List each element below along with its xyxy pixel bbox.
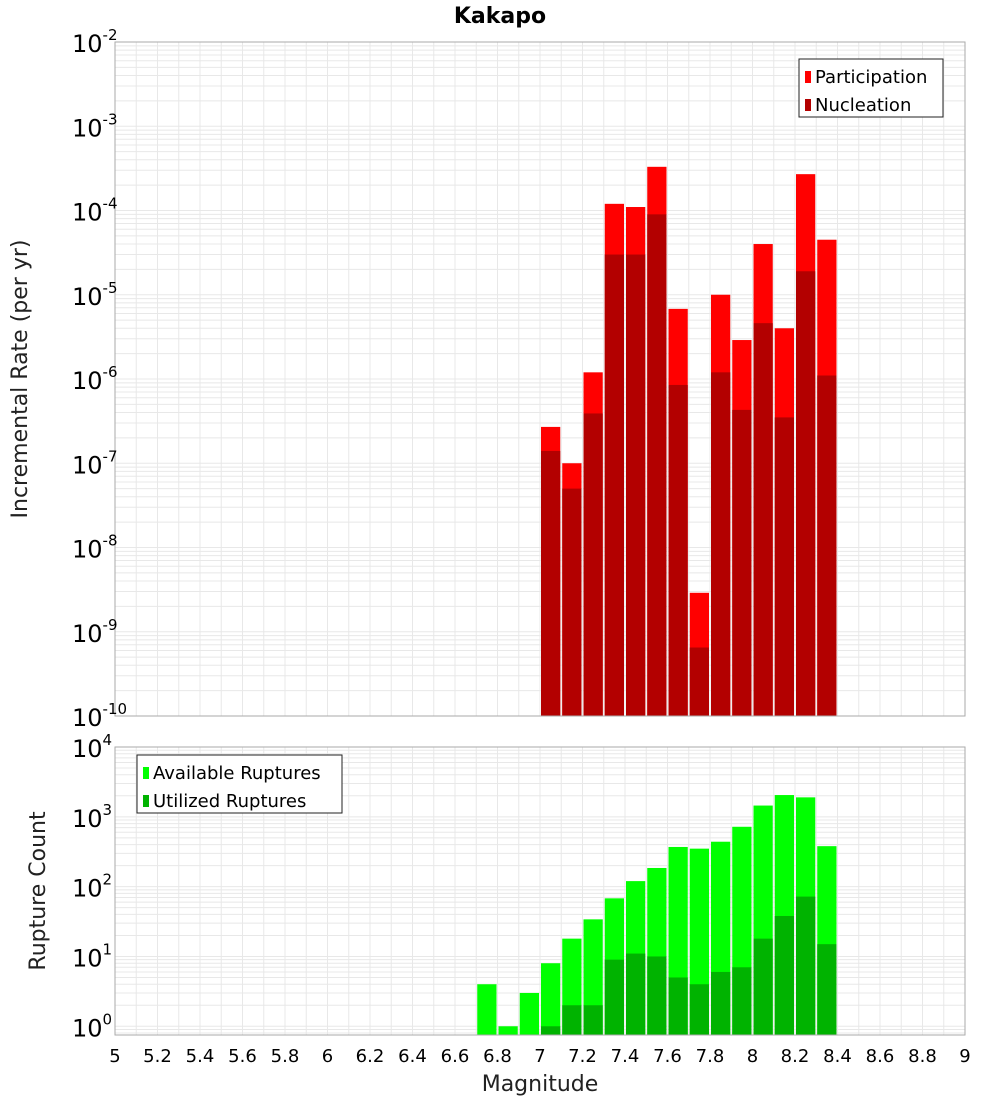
bar-nucleation bbox=[541, 450, 561, 716]
x-tick-label: 6.4 bbox=[398, 1046, 427, 1067]
y-tick-label: 10-8 bbox=[72, 532, 118, 564]
bar-nucleation bbox=[626, 254, 646, 716]
bar-nucleation bbox=[753, 323, 773, 716]
bar-utilized-ruptures bbox=[774, 915, 794, 1035]
bar-utilized-ruptures bbox=[711, 971, 731, 1035]
top-plot-frame bbox=[114, 41, 966, 717]
chart-title: Kakapo bbox=[454, 4, 546, 29]
legend-box bbox=[798, 58, 944, 118]
x-tick-label: 6.8 bbox=[483, 1046, 512, 1067]
x-tick-label: 5.8 bbox=[271, 1046, 300, 1067]
x-tick-label: 6 bbox=[322, 1046, 333, 1067]
y-tick-label: 10-4 bbox=[72, 195, 118, 227]
x-tick-label: 5.6 bbox=[228, 1046, 257, 1067]
x-tick-label: 5 bbox=[109, 1046, 120, 1067]
bar-available-ruptures bbox=[498, 1026, 518, 1035]
x-tick-label: 8.8 bbox=[908, 1046, 937, 1067]
x-tick-label: 9 bbox=[959, 1046, 970, 1067]
x-tick-labels: 5 5.2 5.4 5.6 5.8 6 6.2 6.4 6.6 6.8 7 7.2 7.4 7.6 7.8 8… bbox=[109, 1046, 970, 1067]
x-tick-label: 8 bbox=[747, 1046, 758, 1067]
x-tick-label: 5.2 bbox=[143, 1046, 172, 1067]
bar-utilized-ruptures bbox=[753, 938, 773, 1035]
x-tick-label: 7.6 bbox=[653, 1046, 682, 1067]
x-tick-label: 7.8 bbox=[696, 1046, 725, 1067]
top-legend: Participation Nucleation bbox=[798, 58, 944, 118]
x-tick-label: 6.6 bbox=[441, 1046, 470, 1067]
y-tick-label: 101 bbox=[72, 940, 112, 972]
x-tick-label: 7 bbox=[534, 1046, 545, 1067]
bar-available-ruptures bbox=[477, 984, 497, 1035]
x-tick-label: 8.2 bbox=[781, 1046, 810, 1067]
bottom-plot-frame bbox=[114, 746, 966, 1036]
bottom-plot-panel: 104 103 102 101 100 Rupture Count Available … bbox=[26, 731, 966, 1042]
y-tick-label: 10-5 bbox=[72, 279, 118, 311]
y-tick-label: 104 bbox=[72, 731, 112, 763]
x-tick-label: 5.4 bbox=[186, 1046, 215, 1067]
top-bars bbox=[541, 166, 837, 717]
bar-utilized-ruptures bbox=[668, 977, 688, 1035]
bar-nucleation bbox=[732, 409, 752, 716]
bar-utilized-ruptures bbox=[689, 984, 709, 1035]
bar-nucleation bbox=[774, 417, 794, 716]
legend-swatch bbox=[805, 71, 811, 83]
y-tick-label: 10-7 bbox=[72, 447, 118, 479]
legend-swatch bbox=[143, 795, 149, 807]
bar-nucleation bbox=[647, 214, 667, 716]
bar-nucleation bbox=[796, 271, 816, 716]
bar-available-ruptures bbox=[519, 992, 539, 1035]
y-tick-label: 10-6 bbox=[72, 363, 118, 395]
bar-utilized-ruptures bbox=[604, 959, 624, 1035]
bar-utilized-ruptures bbox=[732, 967, 752, 1035]
x-tick-label: 7.2 bbox=[568, 1046, 597, 1067]
bottom-y-axis-label: Rupture Count bbox=[26, 811, 51, 971]
x-tick-label: 8.6 bbox=[866, 1046, 895, 1067]
bar-utilized-ruptures bbox=[626, 953, 646, 1035]
bar-nucleation bbox=[689, 647, 709, 716]
bar-utilized-ruptures bbox=[817, 944, 837, 1035]
bar-nucleation bbox=[711, 372, 731, 716]
legend-swatch bbox=[805, 99, 811, 111]
legend-label: Available Ruptures bbox=[153, 763, 321, 784]
y-tick-label: 10-3 bbox=[72, 110, 118, 142]
x-axis-label: Magnitude bbox=[482, 1072, 599, 1097]
legend-label: Nucleation bbox=[815, 95, 911, 116]
top-y-tick-labels: 10-2 10-3 10-4 10-5 10-6 10-7 10-8 10-9 10-10 bbox=[72, 26, 127, 732]
y-tick-label: 100 bbox=[72, 1010, 112, 1042]
top-grid bbox=[114, 41, 966, 717]
bar-utilized-ruptures bbox=[541, 1026, 561, 1035]
y-tick-label: 102 bbox=[72, 871, 112, 903]
bar-nucleation bbox=[583, 413, 603, 716]
bar-available-ruptures bbox=[541, 963, 561, 1035]
bar-utilized-ruptures bbox=[796, 896, 816, 1035]
y-tick-label: 103 bbox=[72, 801, 112, 833]
bar-nucleation bbox=[817, 375, 837, 716]
bar-nucleation bbox=[668, 384, 688, 716]
bar-nucleation bbox=[604, 254, 624, 716]
bottom-bars bbox=[477, 795, 837, 1035]
top-y-axis-label: Incremental Rate (per yr) bbox=[8, 240, 33, 519]
legend-label: Participation bbox=[815, 67, 927, 88]
legend-box bbox=[136, 754, 343, 814]
x-tick-label: 6.2 bbox=[356, 1046, 385, 1067]
bottom-y-tick-labels: 104 103 102 101 100 bbox=[72, 731, 112, 1042]
y-tick-label: 10-9 bbox=[72, 616, 118, 648]
bar-nucleation bbox=[562, 488, 582, 716]
top-plot-panel: 10-2 10-3 10-4 10-5 10-6 10-7 10-8 10-9 10-10 In… bbox=[8, 26, 966, 732]
bar-utilized-ruptures bbox=[647, 956, 667, 1035]
y-tick-label: 10-2 bbox=[72, 26, 118, 58]
x-tick-label: 7.4 bbox=[611, 1046, 640, 1067]
y-tick-label: 10-10 bbox=[72, 700, 127, 732]
bar-utilized-ruptures bbox=[583, 1005, 603, 1035]
legend-swatch bbox=[143, 767, 149, 779]
bar-utilized-ruptures bbox=[562, 1005, 582, 1035]
x-tick-label: 8.4 bbox=[823, 1046, 852, 1067]
bottom-legend: Available Ruptures Utilized Ruptures bbox=[136, 754, 343, 814]
legend-label: Utilized Ruptures bbox=[153, 791, 306, 812]
